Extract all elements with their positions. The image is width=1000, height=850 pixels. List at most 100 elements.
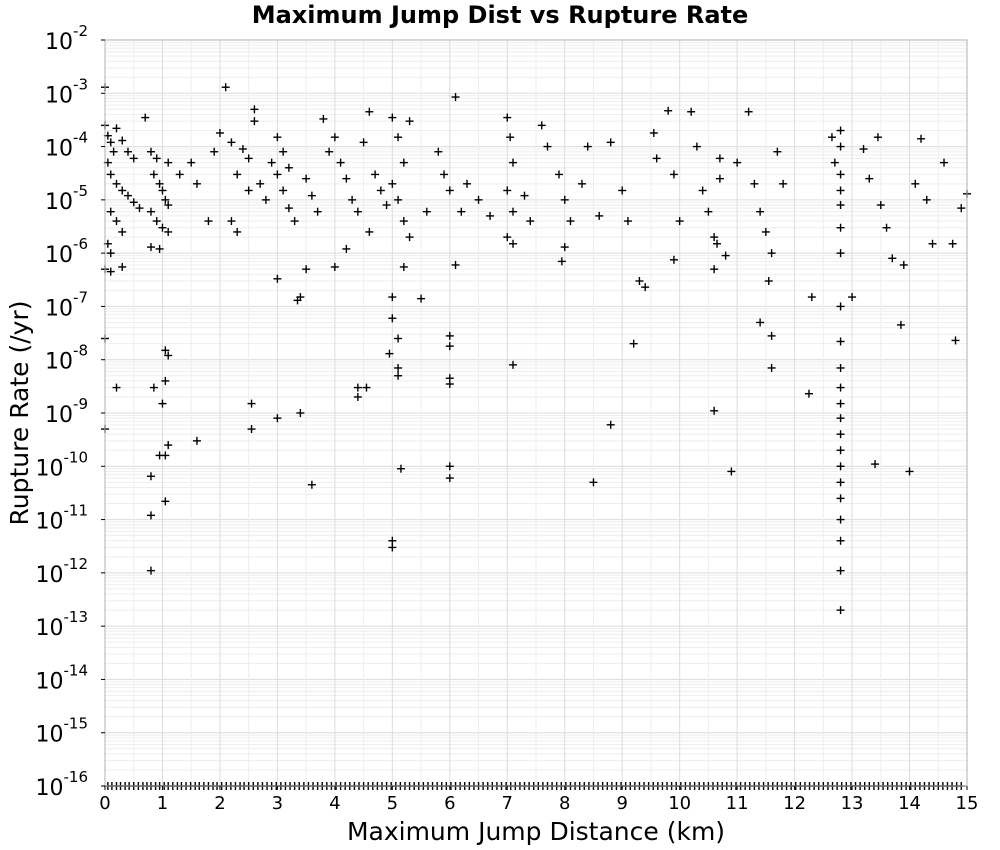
data-point — [876, 201, 885, 210]
data-point — [767, 331, 776, 340]
x-axis-ticks: 0 1 2 3 4 5 6 7 8 9 10 11 12 13 14 15 — [99, 786, 978, 814]
data-point — [146, 511, 155, 520]
data-point — [106, 267, 115, 276]
data-point — [951, 336, 960, 345]
data-point — [836, 223, 845, 232]
data-point — [284, 204, 293, 213]
data-point — [161, 497, 170, 506]
data-point — [290, 217, 299, 226]
data-point — [279, 147, 288, 156]
data-point — [238, 145, 247, 154]
x-tick-label: 13 — [841, 793, 864, 814]
data-point — [744, 107, 753, 116]
data-point — [704, 207, 713, 216]
data-point — [486, 211, 495, 220]
data-point — [359, 138, 368, 147]
data-point — [399, 158, 408, 167]
y-tick-label: 10-14 — [36, 661, 89, 694]
data-point — [152, 217, 161, 226]
data-point — [922, 195, 931, 204]
data-point — [192, 436, 201, 445]
y-tick-label: 10-13 — [36, 608, 89, 641]
data-point — [261, 195, 270, 204]
data-point — [940, 158, 949, 167]
data-point — [836, 462, 845, 471]
data-point — [330, 262, 339, 271]
data-point — [273, 414, 282, 423]
data-point — [445, 331, 454, 340]
data-point — [543, 142, 552, 151]
data-point — [451, 93, 460, 102]
y-tick-label: 10-12 — [36, 555, 89, 588]
data-point — [279, 186, 288, 195]
data-point — [385, 349, 394, 358]
data-point — [394, 363, 403, 372]
data-point — [830, 158, 839, 167]
data-point — [417, 294, 426, 303]
data-point — [221, 83, 230, 92]
data-point — [123, 147, 132, 156]
data-point — [606, 420, 615, 429]
data-point — [405, 233, 414, 242]
data-point — [158, 186, 167, 195]
data-point — [106, 138, 115, 147]
data-point — [836, 249, 845, 258]
x-axis-label: Maximum Jump Distance (km) — [347, 817, 725, 846]
x-tick-label: 15 — [956, 793, 979, 814]
data-point — [899, 260, 908, 269]
data-point — [836, 536, 845, 545]
y-tick-label: 10-16 — [36, 768, 89, 801]
data-point — [161, 195, 170, 204]
data-point — [509, 207, 518, 216]
data-point — [109, 147, 118, 156]
data-point — [566, 217, 575, 226]
data-point — [353, 392, 362, 401]
data-point — [302, 174, 311, 183]
data-point — [713, 239, 722, 248]
x-tick-label: 14 — [898, 793, 921, 814]
data-point — [382, 201, 391, 210]
data-point — [284, 163, 293, 172]
data-point — [399, 262, 408, 271]
y-tick-label: 10-5 — [45, 182, 88, 215]
data-point — [247, 425, 256, 434]
x-tick-label: 6 — [444, 793, 455, 814]
data-point — [474, 195, 483, 204]
data-point — [750, 179, 759, 188]
data-point — [273, 170, 282, 179]
y-axis-label: Rupture Rate (/yr) — [5, 301, 34, 526]
data-point — [141, 113, 150, 122]
data-point — [664, 106, 673, 115]
data-point — [629, 339, 638, 348]
data-point — [859, 145, 868, 154]
data-point — [187, 158, 196, 167]
data-point — [146, 147, 155, 156]
data-point — [804, 389, 813, 398]
data-point — [247, 399, 256, 408]
data-point — [146, 207, 155, 216]
data-point — [158, 223, 167, 232]
data-point — [267, 158, 276, 167]
data-point — [227, 138, 236, 147]
data-point — [503, 233, 512, 242]
data-point — [896, 320, 905, 329]
data-point — [692, 142, 701, 151]
data-point — [296, 293, 305, 302]
data-point — [422, 207, 431, 216]
data-point — [710, 233, 719, 242]
x-tick-label: 8 — [559, 793, 570, 814]
data-point — [520, 191, 529, 200]
data-point — [827, 133, 836, 142]
data-point — [560, 243, 569, 252]
data-point — [463, 179, 472, 188]
data-point — [161, 376, 170, 385]
data-point — [526, 217, 535, 226]
x-tick-label: 4 — [329, 793, 340, 814]
data-point — [394, 334, 403, 343]
data-point — [149, 383, 158, 392]
data-point — [445, 380, 454, 389]
data-point — [330, 133, 339, 142]
y-tick-label: 10-6 — [45, 235, 88, 268]
data-point — [509, 158, 518, 167]
